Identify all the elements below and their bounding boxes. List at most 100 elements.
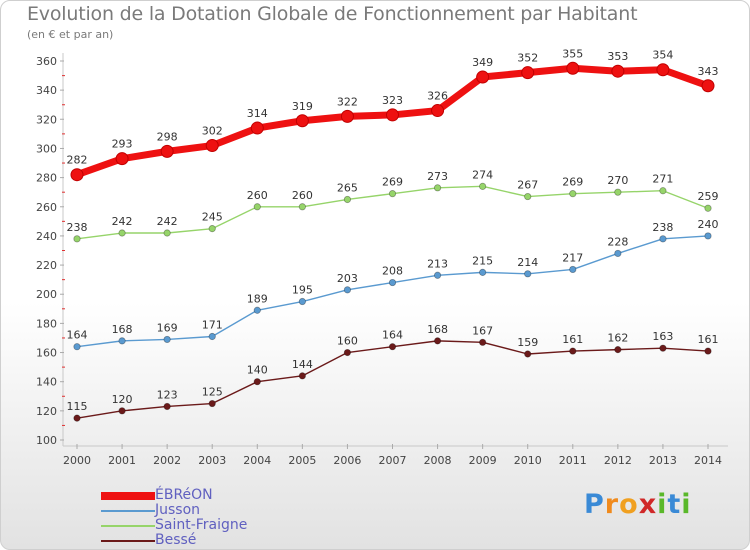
data-point-jusson bbox=[479, 268, 487, 276]
y-tick-label: 320 bbox=[36, 113, 57, 126]
data-point-ebreon bbox=[115, 152, 129, 166]
x-tick-label: 2008 bbox=[424, 454, 452, 467]
data-point-ebreon bbox=[70, 168, 84, 182]
data-label-ebreon: 298 bbox=[157, 130, 178, 143]
data-point-saint-fraigne bbox=[298, 203, 306, 211]
y-tick-label: 100 bbox=[36, 434, 57, 447]
y-tick-label: 340 bbox=[36, 84, 57, 97]
data-label-besse: 144 bbox=[292, 358, 313, 371]
data-label-besse: 115 bbox=[67, 400, 88, 413]
data-point-jusson bbox=[524, 270, 532, 278]
data-label-ebreon: 314 bbox=[247, 107, 268, 120]
data-point-ebreon bbox=[701, 79, 715, 93]
data-label-ebreon: 353 bbox=[607, 50, 628, 63]
chart-subtitle: (en € et par an) bbox=[27, 28, 114, 41]
x-tick-label: 2006 bbox=[333, 454, 361, 467]
x-tick-label: 2014 bbox=[694, 454, 722, 467]
data-label-ebreon: 354 bbox=[652, 49, 673, 62]
x-tick-label: 2004 bbox=[243, 454, 271, 467]
data-point-ebreon bbox=[205, 139, 219, 153]
data-point-jusson bbox=[208, 332, 216, 341]
data-label-besse: 140 bbox=[247, 364, 268, 377]
brand-letter: x bbox=[638, 489, 658, 520]
y-tick-label: 360 bbox=[36, 55, 57, 68]
data-point-besse bbox=[614, 346, 622, 354]
data-label-jusson: 169 bbox=[157, 321, 178, 334]
data-point-jusson bbox=[388, 278, 397, 287]
brand-letter: r bbox=[604, 489, 620, 520]
legend: ÉBRéON Jusson Saint-Fraigne Bessé bbox=[101, 488, 247, 548]
y-tick-label: 240 bbox=[36, 230, 57, 243]
data-label-besse: 120 bbox=[112, 393, 133, 406]
data-point-saint-fraigne bbox=[208, 225, 216, 233]
data-point-besse bbox=[253, 378, 261, 386]
legend-label-jusson: Jusson bbox=[155, 502, 201, 518]
data-point-saint-fraigne bbox=[614, 188, 622, 196]
data-label-saint-fraigne: 265 bbox=[337, 181, 358, 194]
series-line-besse bbox=[76, 340, 709, 419]
data-point-besse bbox=[208, 399, 216, 408]
y-tick-label: 260 bbox=[36, 201, 57, 214]
data-point-saint-fraigne bbox=[704, 204, 712, 212]
data-label-jusson: 208 bbox=[382, 265, 403, 278]
data-label-saint-fraigne: 274 bbox=[472, 168, 493, 181]
data-label-saint-fraigne: 238 bbox=[67, 221, 88, 234]
y-tick-label: 160 bbox=[36, 347, 57, 360]
data-label-ebreon: 326 bbox=[427, 90, 448, 103]
data-label-saint-fraigne: 260 bbox=[247, 189, 268, 202]
data-point-jusson bbox=[614, 249, 622, 258]
data-label-jusson: 238 bbox=[652, 221, 673, 234]
data-point-saint-fraigne bbox=[73, 235, 81, 243]
data-label-besse: 163 bbox=[652, 330, 673, 343]
data-label-besse: 161 bbox=[698, 333, 719, 346]
data-point-jusson bbox=[433, 271, 442, 279]
data-label-jusson: 189 bbox=[247, 292, 268, 305]
x-tick-label: 2003 bbox=[198, 454, 226, 467]
data-label-saint-fraigne: 267 bbox=[517, 179, 538, 192]
data-label-ebreon: 282 bbox=[67, 154, 88, 167]
data-point-besse bbox=[343, 348, 352, 357]
series-line-ebreon bbox=[73, 64, 712, 179]
data-label-ebreon: 302 bbox=[202, 125, 223, 138]
y-tick-label: 280 bbox=[36, 172, 57, 185]
data-point-besse bbox=[659, 344, 667, 352]
legend-swatch-saint-fraigne bbox=[101, 524, 155, 527]
data-label-jusson: 228 bbox=[607, 235, 628, 248]
data-point-jusson bbox=[118, 337, 126, 345]
data-label-saint-fraigne: 269 bbox=[562, 176, 583, 189]
legend-label-ebreon: ÉBRéON bbox=[155, 487, 213, 503]
proxiti-logo: Proxiti bbox=[584, 489, 692, 520]
data-label-jusson: 195 bbox=[292, 284, 313, 297]
data-point-saint-fraigne bbox=[569, 190, 577, 198]
data-point-besse bbox=[118, 407, 126, 415]
data-point-ebreon bbox=[160, 144, 174, 158]
chart-title: Evolution de la Dotation Globale de Fonc… bbox=[27, 3, 638, 25]
y-tick-label: 200 bbox=[36, 288, 57, 301]
data-label-ebreon: 349 bbox=[472, 56, 493, 69]
data-point-besse bbox=[704, 347, 712, 355]
data-point-saint-fraigne bbox=[524, 192, 532, 201]
data-point-ebreon bbox=[476, 70, 490, 84]
x-tick-label: 2012 bbox=[604, 454, 632, 467]
x-tick-label: 2013 bbox=[649, 454, 677, 467]
legend-label-saint-fraigne: Saint-Fraigne bbox=[155, 517, 248, 533]
legend-label-besse: Bessé bbox=[155, 532, 197, 548]
data-point-jusson bbox=[298, 297, 306, 306]
data-point-ebreon bbox=[250, 121, 264, 135]
data-point-saint-fraigne bbox=[118, 229, 126, 237]
data-point-besse bbox=[163, 402, 171, 411]
x-tick-label: 2009 bbox=[469, 454, 497, 467]
legend-swatch-jusson bbox=[101, 509, 155, 512]
data-label-ebreon: 293 bbox=[112, 138, 133, 151]
data-label-ebreon: 323 bbox=[382, 94, 403, 107]
data-point-besse bbox=[388, 343, 397, 351]
x-tick-label: 2005 bbox=[288, 454, 316, 467]
data-point-besse bbox=[73, 414, 81, 422]
data-label-saint-fraigne: 245 bbox=[202, 211, 223, 224]
data-point-besse bbox=[569, 347, 577, 355]
data-label-besse: 125 bbox=[202, 386, 223, 399]
data-point-besse bbox=[433, 337, 442, 345]
data-label-jusson: 168 bbox=[112, 323, 133, 336]
